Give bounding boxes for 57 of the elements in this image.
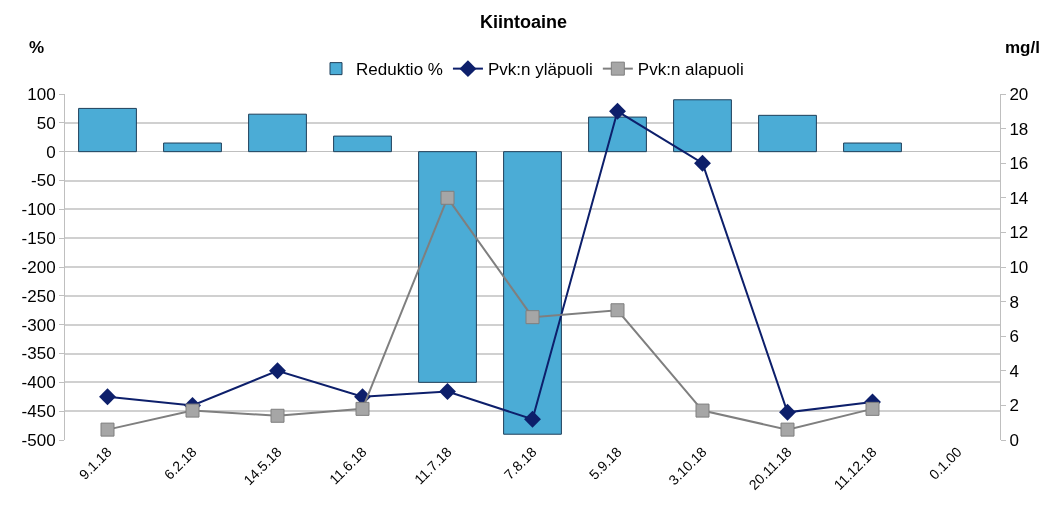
- y2-tick-label: 8: [1009, 292, 1019, 312]
- bar: [418, 151, 477, 383]
- chart-title: Kiintoaine: [479, 12, 568, 33]
- y2-tick-label: 4: [1009, 361, 1019, 381]
- y-tick-label: 100: [27, 84, 56, 104]
- point: [439, 383, 456, 401]
- y2-tick-label: 12: [1009, 223, 1029, 243]
- y-tick-label: 50: [36, 113, 56, 133]
- point: [694, 154, 711, 172]
- y-axis-title: %: [29, 38, 45, 57]
- point: [695, 403, 710, 418]
- point: [99, 388, 116, 406]
- bar: [758, 114, 817, 153]
- point: [269, 362, 286, 380]
- bar: [163, 142, 222, 153]
- bar: [843, 142, 902, 153]
- bar: [673, 99, 732, 153]
- point: [525, 310, 540, 325]
- legend-label: Reduktio %: [356, 60, 443, 80]
- point: [270, 408, 285, 423]
- bar: [333, 135, 392, 153]
- point: [610, 303, 625, 318]
- y2-tick-label: 20: [1009, 84, 1029, 104]
- legend-label: Pvk:n alapuoli: [637, 60, 744, 80]
- y-tick-label: -100: [21, 200, 56, 220]
- point: [779, 403, 796, 421]
- point: [609, 102, 626, 120]
- y2-axis-title: mg/l: [1005, 38, 1040, 57]
- bar: [248, 113, 307, 153]
- point: [100, 422, 115, 437]
- y2-tick-label: 6: [1009, 327, 1019, 347]
- bar: [503, 151, 562, 435]
- y-tick-label: -350: [21, 344, 56, 364]
- y-tick-label: -250: [21, 286, 56, 306]
- bar: [78, 107, 137, 153]
- legend-label: Pvk:n yläpuoli: [487, 60, 593, 80]
- point: [780, 422, 795, 437]
- y-tick-label: 0: [46, 142, 56, 162]
- y-tick-label: -400: [21, 373, 56, 393]
- y-tick-label: -500: [21, 430, 56, 450]
- y-tick-label: -50: [31, 171, 56, 191]
- y-tick-label: -300: [21, 315, 56, 335]
- point: [524, 410, 541, 428]
- y2-tick-label: 2: [1009, 396, 1019, 416]
- y2-tick-label: 16: [1009, 154, 1029, 174]
- y2-tick-label: 0: [1009, 430, 1019, 450]
- y-tick-label: -150: [21, 229, 56, 249]
- y2-tick-label: 18: [1009, 119, 1029, 139]
- y2-tick-label: 14: [1009, 188, 1029, 208]
- point: [355, 401, 370, 416]
- point: [440, 190, 455, 205]
- y2-tick-label: 10: [1009, 257, 1029, 277]
- y-tick-label: -200: [21, 257, 56, 277]
- point: [865, 401, 880, 416]
- point: [185, 403, 200, 418]
- bar: [588, 116, 647, 153]
- y-tick-label: -450: [21, 402, 56, 422]
